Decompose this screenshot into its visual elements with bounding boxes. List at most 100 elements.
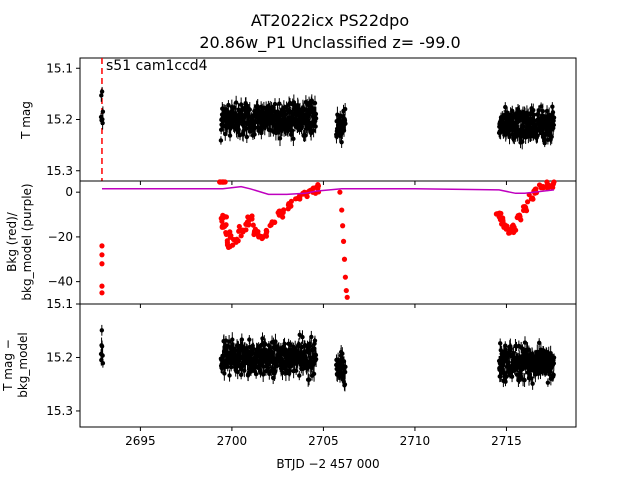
data-point bbox=[300, 334, 305, 340]
ylabel-top: T mag bbox=[19, 101, 33, 140]
bkg-point bbox=[238, 233, 244, 239]
bkg-point bbox=[516, 215, 523, 221]
bkg-point bbox=[280, 214, 286, 220]
data-point bbox=[306, 377, 312, 382]
data-point bbox=[99, 93, 104, 98]
data-point bbox=[235, 369, 240, 375]
data-point bbox=[100, 109, 106, 114]
data-point bbox=[242, 368, 247, 373]
data-point bbox=[540, 109, 546, 114]
bkg-point bbox=[99, 283, 105, 289]
data-point bbox=[343, 121, 348, 126]
data-point bbox=[223, 131, 228, 137]
data-point bbox=[231, 105, 237, 110]
bkg-point bbox=[343, 287, 349, 294]
bkg-point bbox=[245, 221, 251, 228]
ylabel-middle-line1: Bkg (red)/ bbox=[5, 211, 19, 272]
panel-top-plot: 15.1 15.2 15.3 bbox=[46, 58, 557, 181]
ylabel-bottom-line1: T mag − bbox=[1, 339, 15, 392]
bkg-point bbox=[250, 222, 256, 228]
bkg-point bbox=[255, 232, 262, 238]
data-point bbox=[536, 340, 542, 346]
data-point bbox=[518, 374, 523, 379]
data-point bbox=[295, 104, 301, 109]
panel-bottom: 15.1 15.2 15.3 bbox=[46, 297, 577, 428]
y-tick-label: −20 bbox=[48, 230, 73, 244]
data-point bbox=[520, 346, 525, 351]
data-point bbox=[551, 361, 557, 366]
x-tick-label: 2700 bbox=[217, 434, 248, 448]
ylabel-middle: Bkg (red)/ bkg_model (purple) bbox=[5, 183, 34, 300]
bkg-model-line bbox=[102, 185, 555, 196]
data-point bbox=[542, 140, 547, 146]
y-tick-label: −40 bbox=[48, 275, 73, 289]
data-point bbox=[244, 134, 250, 140]
data-point bbox=[536, 108, 541, 113]
x-tick-label: 2710 bbox=[400, 434, 431, 448]
data-point bbox=[313, 124, 318, 129]
data-point bbox=[313, 116, 319, 121]
bkg-point bbox=[528, 196, 535, 202]
bkg-point bbox=[99, 261, 105, 267]
bkg-point bbox=[251, 229, 257, 236]
y-tick-label: 15.3 bbox=[46, 164, 73, 178]
data-point bbox=[226, 102, 231, 108]
x-tick-label: 2695 bbox=[125, 434, 156, 448]
data-point bbox=[238, 372, 244, 378]
data-point bbox=[531, 108, 536, 113]
y-tick-label: 15.2 bbox=[46, 113, 73, 127]
ylabel-middle-line2: bkg_model (purple) bbox=[20, 183, 34, 300]
data-point bbox=[296, 341, 302, 347]
y-tick-label: 15.3 bbox=[46, 404, 73, 418]
bkg-point bbox=[342, 274, 348, 280]
data-point bbox=[291, 136, 296, 142]
panel-middle-plot: 0 −20 −40 bbox=[48, 179, 557, 300]
y-tick-label: 15.2 bbox=[46, 350, 73, 364]
panel-bottom-frame bbox=[79, 303, 577, 428]
bkg-point bbox=[549, 185, 555, 191]
panel-annotation: s51 cam1ccd4 bbox=[106, 58, 208, 74]
bkg-point bbox=[219, 223, 226, 229]
data-point bbox=[225, 364, 230, 369]
data-point bbox=[551, 122, 557, 128]
bkg-point bbox=[99, 243, 105, 249]
data-point bbox=[100, 361, 106, 366]
data-point bbox=[309, 334, 314, 340]
data-point bbox=[339, 139, 344, 145]
data-point bbox=[277, 101, 282, 106]
data-point bbox=[497, 341, 503, 346]
data-point bbox=[549, 134, 554, 139]
data-point bbox=[227, 373, 232, 378]
bkg-point bbox=[280, 209, 286, 216]
data-point bbox=[222, 371, 227, 376]
bkg-point bbox=[340, 238, 347, 244]
bkg-point bbox=[262, 232, 269, 238]
data-point bbox=[312, 338, 318, 343]
y-tick-label: 15.1 bbox=[46, 61, 73, 75]
data-point bbox=[311, 371, 317, 377]
bkg-point bbox=[288, 203, 294, 209]
x-tick-label: 2705 bbox=[308, 434, 339, 448]
data-point bbox=[551, 372, 556, 378]
data-point bbox=[503, 104, 508, 110]
bkg-point bbox=[511, 229, 517, 236]
data-point bbox=[260, 372, 266, 377]
data-point bbox=[99, 89, 105, 94]
data-point bbox=[253, 371, 259, 377]
panel-middle-frame bbox=[79, 180, 577, 305]
bkg-point bbox=[523, 206, 529, 212]
bkg-point bbox=[511, 224, 517, 230]
data-point bbox=[99, 344, 105, 349]
x-tick-label: 2715 bbox=[491, 434, 522, 448]
bkg-point bbox=[220, 212, 226, 218]
ylabel-bottom: T mag − bkg_model bbox=[1, 332, 30, 398]
panel-middle: 0 −20 −40 bbox=[48, 179, 577, 305]
bkg-point bbox=[267, 222, 273, 229]
bkg-point bbox=[524, 199, 531, 205]
data-point bbox=[218, 138, 224, 143]
bkg-point bbox=[497, 217, 504, 223]
data-point bbox=[307, 343, 313, 349]
bkg-point bbox=[235, 238, 241, 244]
data-point bbox=[551, 355, 557, 360]
